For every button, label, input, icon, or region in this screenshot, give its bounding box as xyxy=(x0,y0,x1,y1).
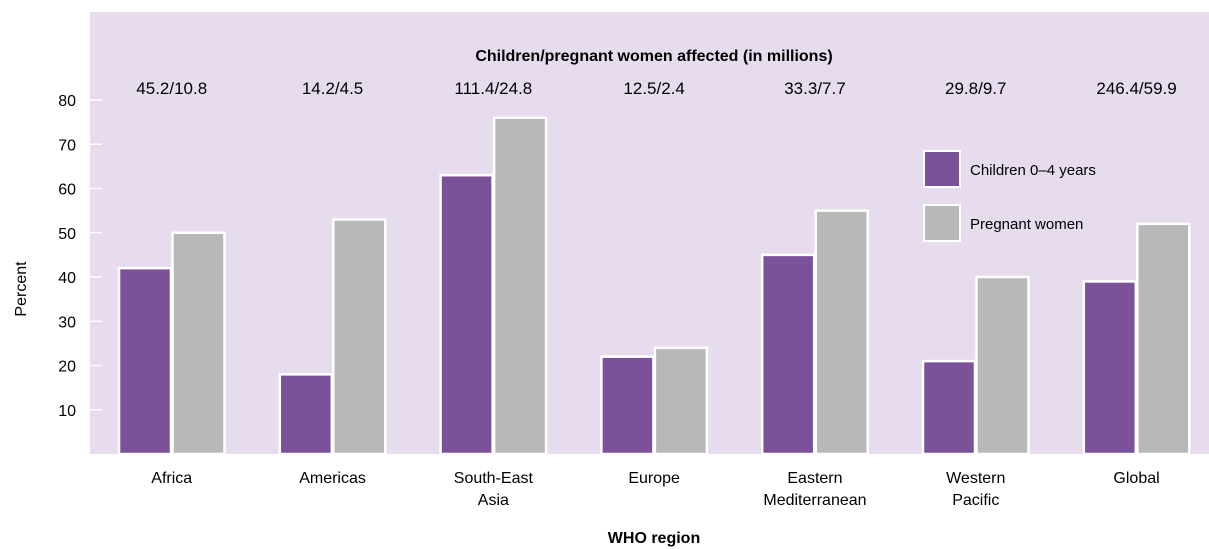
affected-label: 246.4/59.9 xyxy=(1096,79,1176,98)
y-tick-label: 20 xyxy=(58,359,76,376)
affected-label: 45.2/10.8 xyxy=(136,79,207,98)
bar xyxy=(600,355,655,456)
legend-swatch xyxy=(923,204,961,242)
x-axis-title: WHO region xyxy=(608,530,700,547)
x-tick-label: Europe xyxy=(628,470,680,487)
x-tick-label-line: Europe xyxy=(628,470,680,487)
x-tick-label-line: Americas xyxy=(299,470,366,487)
bar xyxy=(171,231,226,456)
bar xyxy=(1136,222,1191,456)
x-tick-label-line: Asia xyxy=(478,492,509,509)
x-tick-label-line: South-East xyxy=(454,470,534,487)
bar xyxy=(1082,280,1138,456)
x-tick-label-line: Eastern xyxy=(787,470,842,487)
y-tick-label: 40 xyxy=(58,270,76,287)
x-tick-label: Americas xyxy=(299,470,366,487)
x-tick-label-line: Africa xyxy=(151,470,192,487)
x-tick-label-line: Western xyxy=(946,470,1005,487)
bar xyxy=(975,275,1030,456)
y-tick-label: 70 xyxy=(58,137,76,154)
x-tick-label: Global xyxy=(1113,470,1159,487)
y-axis: 10 20 30 40 50 60 70 80 xyxy=(58,93,102,420)
bar xyxy=(492,116,548,456)
y-tick-label: 80 xyxy=(58,93,76,110)
bar xyxy=(332,218,387,456)
affected-label: 29.8/9.7 xyxy=(945,79,1006,98)
affected-label: 12.5/2.4 xyxy=(623,79,684,98)
x-tick-label-line: Global xyxy=(1113,470,1159,487)
bar xyxy=(278,373,334,456)
legend-label: Children 0–4 years xyxy=(970,162,1096,179)
affected-label: 111.4/24.8 xyxy=(454,79,532,98)
affected-label: 14.2/4.5 xyxy=(302,79,363,98)
affected-label: 33.3/7.7 xyxy=(784,79,845,98)
legend: Children 0–4 years Pregnant women xyxy=(923,150,1096,242)
x-tick-label-line: Mediterranean xyxy=(763,492,866,509)
legend-swatch xyxy=(923,150,961,188)
y-tick-label: 50 xyxy=(58,226,76,243)
y-tick-label: 30 xyxy=(58,314,76,331)
x-tick-label: Africa xyxy=(151,470,192,487)
legend-label: Pregnant women xyxy=(970,216,1083,233)
x-tick-label: South-East Asia xyxy=(454,470,534,509)
bar xyxy=(439,173,494,456)
y-tick-label: 60 xyxy=(58,182,76,199)
x-axis-category-labels: Africa Americas South-East Asia Europe Easter… xyxy=(151,470,1159,509)
y-axis-title: Percent xyxy=(13,261,30,317)
chart-title: Children/pregnant women affected (in mil… xyxy=(475,48,832,65)
bar xyxy=(921,359,977,456)
affected-labels: 45.2/10.8 14.2/4.5 111.4/24.8 12.5/2.4 33.3/… xyxy=(136,79,1176,98)
bar xyxy=(760,253,816,456)
bar xyxy=(814,209,869,456)
y-tick-label: 10 xyxy=(58,403,76,420)
bars xyxy=(117,116,1191,456)
x-tick-label-line: Pacific xyxy=(952,492,999,509)
x-tick-label: Eastern Mediterranean xyxy=(763,470,866,509)
x-tick-label: Western Pacific xyxy=(946,470,1005,509)
bar xyxy=(653,346,709,456)
bar xyxy=(117,266,173,456)
